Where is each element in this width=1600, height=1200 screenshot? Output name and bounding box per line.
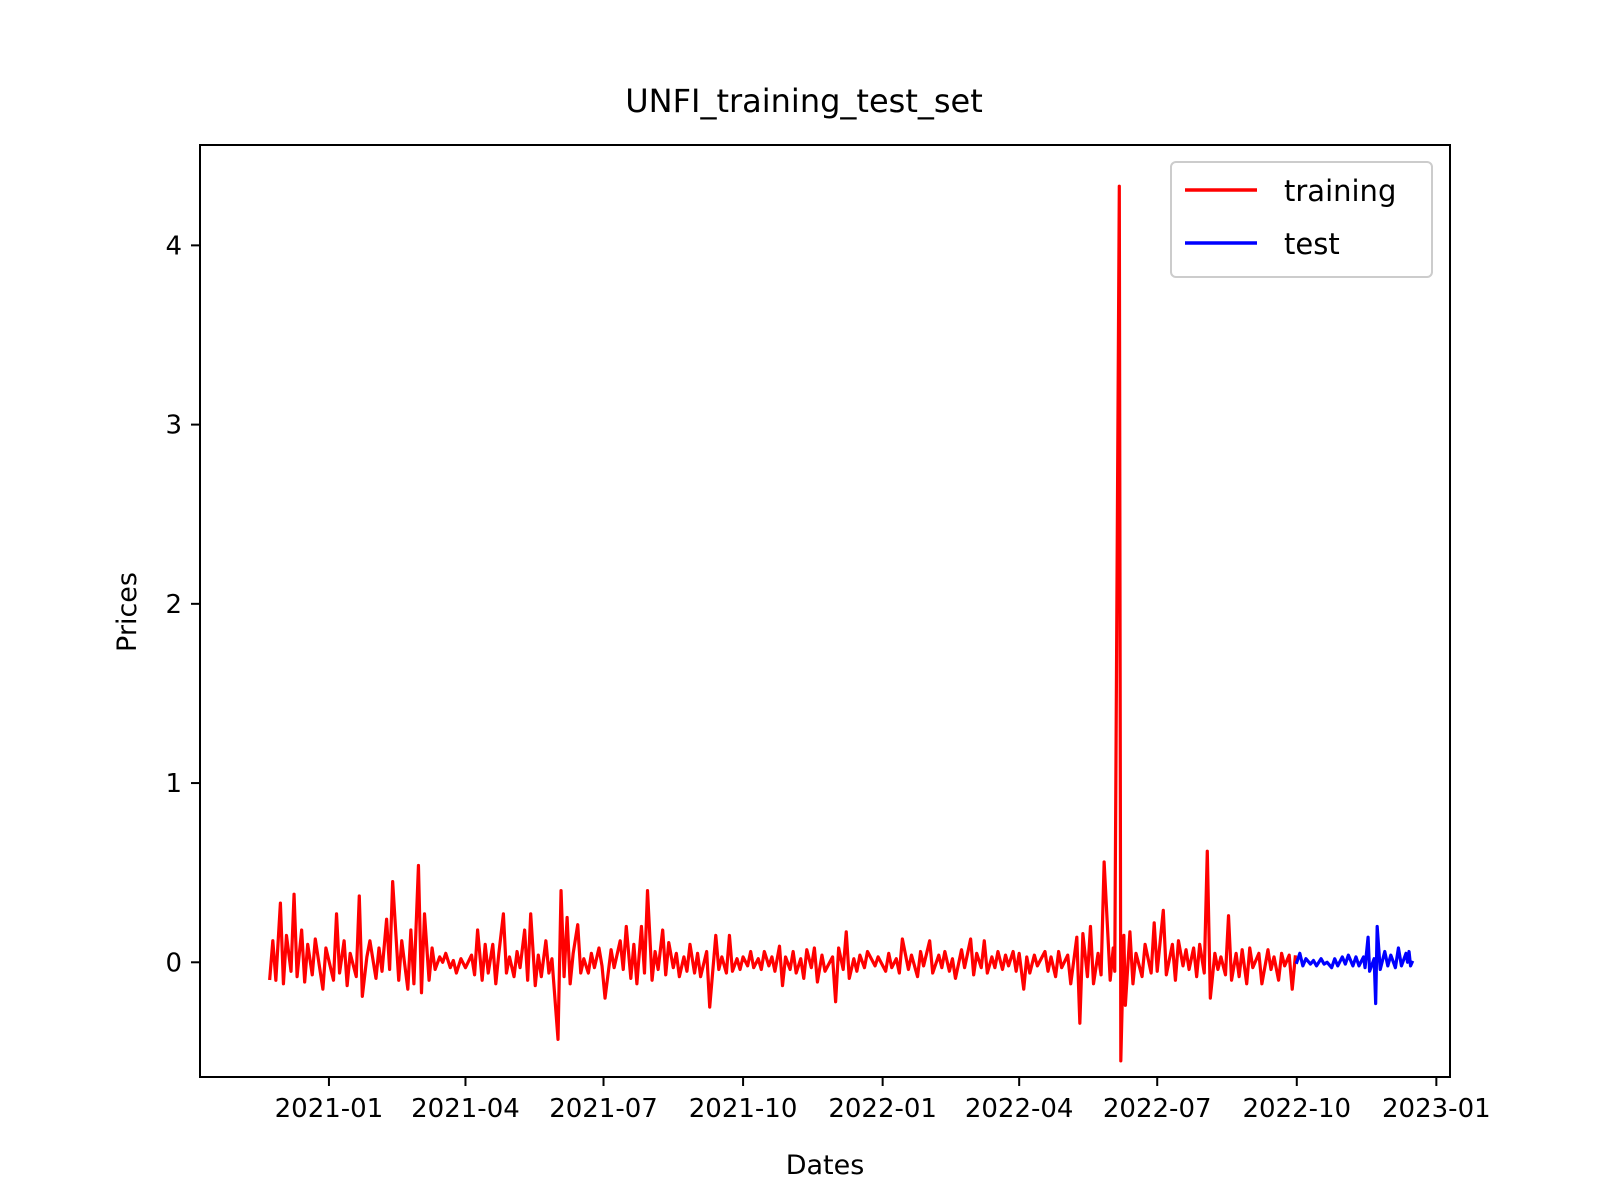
x-tick-label: 2021-10 [689,1094,798,1124]
y-tick-label: 2 [165,590,182,620]
x-tick-label: 2022-07 [1103,1094,1212,1124]
y-axis: 0 1 2 3 4 [165,231,200,978]
legend-label-test: test [1284,227,1340,261]
x-axis-label: Dates [786,1150,865,1181]
chart-title: UNFI_training_test_set [625,82,983,120]
axes-frame [199,144,1451,1078]
y-tick-label: 4 [165,231,182,261]
x-tick-label: 2022-01 [828,1094,937,1124]
legend: training test [1170,161,1433,278]
y-tick-label: 0 [165,948,182,978]
x-tick-label: 2021-01 [275,1094,384,1124]
x-tick-label: 2022-04 [965,1094,1074,1124]
y-axis-label: Prices [112,572,143,652]
x-tick-label: 2021-04 [411,1094,520,1124]
series-line-test [1294,924,1415,1006]
plot-data-area [268,184,1415,1063]
x-tick-label: 2022-10 [1242,1094,1351,1124]
y-tick-label: 3 [165,411,182,441]
x-tick-label: 2021-07 [549,1094,658,1124]
series-line-training [268,184,1298,1063]
x-tick-label: 2023-01 [1382,1094,1491,1124]
x-axis: 2021-01 2021-04 2021-07 2021-10 2022-01 2022-… [275,1077,1491,1124]
legend-label-training: training [1284,174,1396,208]
y-tick-label: 1 [165,769,182,799]
series-layer [268,184,1415,1063]
